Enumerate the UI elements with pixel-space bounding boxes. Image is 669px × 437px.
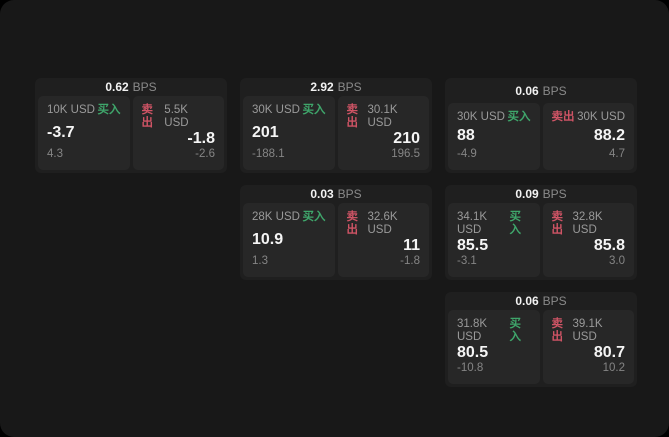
buy-size: 34.1K USD — [457, 211, 488, 236]
quote-card: 0.06 BPS 30K USD 买入 88 -4.9 卖出 30K USD — [445, 78, 637, 173]
quote-card: 0.03 BPS 28K USD 买入 10.9 1.3 卖出 32.6K US… — [240, 185, 432, 280]
sell-label: 卖出 — [346, 104, 359, 129]
buy-panel[interactable]: 28K USD 买入 10.9 1.3 — [243, 203, 335, 277]
quote-body: 34.1K USD 买入 85.5 -3.1 卖出 32.8K USD 85.8… — [448, 203, 634, 277]
sell-panel[interactable]: 卖出 32.6K USD 11 -1.8 — [337, 203, 429, 277]
sell-label: 卖出 — [551, 211, 564, 236]
buy-label: 买入 — [509, 318, 522, 343]
spread-value: 0.09 — [515, 187, 539, 201]
sell-panel[interactable]: 卖出 5.5K USD -1.8 -2.6 — [132, 96, 224, 170]
buy-delta: -10.8 — [457, 362, 484, 374]
buy-label: 买入 — [509, 211, 522, 236]
quote-card: 0.06 BPS 31.8K USD 买入 80.5 -10.8 卖出 39.1… — [445, 292, 637, 387]
spread-value: 0.03 — [310, 187, 334, 201]
buy-size: 30K USD — [457, 111, 505, 123]
sell-label: 卖出 — [141, 104, 154, 129]
buy-size: 28K USD — [252, 211, 300, 223]
sell-price: 210 — [393, 130, 420, 147]
buy-price: 10.9 — [252, 230, 284, 248]
quote-card: 0.62 BPS 10K USD 买入 -3.7 4.3 卖出 5.5K USD — [35, 78, 227, 173]
buy-label: 买入 — [302, 211, 326, 223]
buy-panel[interactable]: 30K USD 买入 88 -4.9 — [448, 103, 540, 170]
sell-delta: -1.8 — [400, 255, 420, 267]
sell-size: 5.5K USD — [164, 104, 189, 129]
sell-label: 卖出 — [551, 318, 564, 343]
sell-delta: 3.0 — [609, 255, 625, 267]
spread-value: 0.06 — [515, 83, 539, 98]
buy-delta: -188.1 — [252, 148, 285, 160]
sell-price: -1.8 — [187, 130, 215, 147]
spread-unit: BPS — [542, 187, 567, 201]
sell-label: 卖出 — [551, 111, 575, 123]
sell-panel[interactable]: 卖出 30.1K USD 210 196.5 — [337, 96, 429, 170]
spread-value: 0.06 — [515, 294, 539, 308]
spread-unit: BPS — [542, 83, 567, 98]
buy-size: 31.8K USD — [457, 318, 488, 343]
sell-delta: 4.7 — [609, 148, 625, 160]
sell-delta: 10.2 — [602, 362, 625, 374]
sell-price: 11 — [403, 237, 420, 254]
quote-body: 30K USD 买入 201 -188.1 卖出 30.1K USD 210 1… — [243, 96, 429, 170]
buy-label: 买入 — [507, 111, 531, 123]
buy-delta: -3.1 — [457, 255, 477, 267]
buy-price: 80.5 — [457, 344, 489, 361]
sell-panel[interactable]: 卖出 39.1K USD 80.7 10.2 — [542, 310, 634, 384]
spread-value: 2.92 — [310, 80, 334, 94]
spread-unit: BPS — [337, 187, 362, 201]
spread-unit: BPS — [337, 80, 362, 94]
buy-size: 10K USD — [47, 104, 95, 116]
buy-delta: 4.3 — [47, 148, 63, 160]
spread-header: 0.03 BPS — [243, 185, 429, 203]
buy-price: 201 — [252, 123, 279, 141]
buy-label: 买入 — [302, 104, 326, 116]
sell-size: 39.1K USD — [572, 318, 603, 343]
sell-panel[interactable]: 卖出 30K USD 88.2 4.7 — [542, 103, 634, 170]
spread-value: 0.62 — [105, 80, 129, 94]
quote-card: 2.92 BPS 30K USD 买入 201 -188.1 卖出 30.1K … — [240, 78, 432, 173]
buy-panel[interactable]: 34.1K USD 买入 85.5 -3.1 — [448, 203, 540, 277]
sell-delta: 196.5 — [391, 148, 420, 160]
buy-delta: 1.3 — [252, 255, 268, 267]
quote-body: 28K USD 买入 10.9 1.3 卖出 32.6K USD 11 -1.8 — [243, 203, 429, 277]
sell-delta: -2.6 — [195, 148, 215, 160]
spread-header: 0.06 BPS — [448, 78, 634, 103]
sell-price: 88.2 — [593, 127, 625, 144]
buy-panel[interactable]: 30K USD 买入 201 -188.1 — [243, 96, 335, 170]
quote-grid: 0.62 BPS 10K USD 买入 -3.7 4.3 卖出 5.5K USD — [35, 78, 637, 387]
buy-price: -3.7 — [47, 123, 75, 141]
sell-price: 80.7 — [593, 344, 625, 361]
sell-size: 30.1K USD — [367, 104, 398, 129]
quote-body: 30K USD 买入 88 -4.9 卖出 30K USD 88.2 4.7 — [448, 103, 634, 170]
buy-panel[interactable]: 31.8K USD 买入 80.5 -10.8 — [448, 310, 540, 384]
buy-price: 88 — [457, 127, 475, 144]
spread-header: 0.06 BPS — [448, 292, 634, 310]
sell-size: 32.8K USD — [572, 211, 603, 236]
buy-label: 买入 — [97, 104, 121, 116]
buy-size: 30K USD — [252, 104, 300, 116]
quote-card: 0.09 BPS 34.1K USD 买入 85.5 -3.1 卖出 32.8K… — [445, 185, 637, 280]
sell-size: 30K USD — [577, 111, 625, 123]
buy-price: 85.5 — [457, 237, 489, 254]
sell-size: 32.6K USD — [367, 211, 398, 236]
sell-price: 85.8 — [593, 237, 625, 254]
sell-panel[interactable]: 卖出 32.8K USD 85.8 3.0 — [542, 203, 634, 277]
spread-unit: BPS — [132, 80, 157, 94]
spread-header: 0.09 BPS — [448, 185, 634, 203]
spread-header: 2.92 BPS — [243, 78, 429, 96]
spread-unit: BPS — [542, 294, 567, 308]
quote-body: 31.8K USD 买入 80.5 -10.8 卖出 39.1K USD 80.… — [448, 310, 634, 384]
buy-panel[interactable]: 10K USD 买入 -3.7 4.3 — [38, 96, 130, 170]
sell-label: 卖出 — [346, 211, 359, 236]
quote-body: 10K USD 买入 -3.7 4.3 卖出 5.5K USD -1.8 -2.… — [38, 96, 224, 170]
buy-delta: -4.9 — [457, 148, 477, 160]
spread-header: 0.62 BPS — [38, 78, 224, 96]
